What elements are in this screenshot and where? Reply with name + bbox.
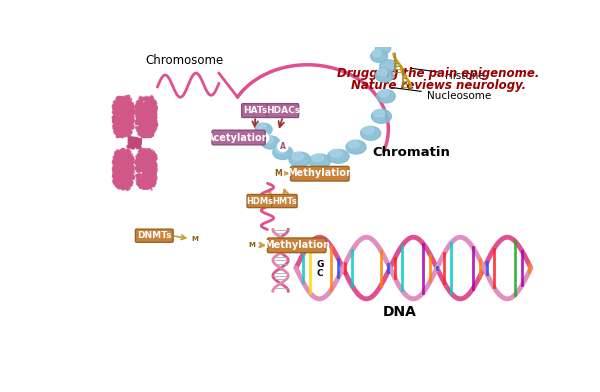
Text: DNMTs: DNMTs [137,231,172,240]
Text: Nature reviews neurology.: Nature reviews neurology. [351,79,526,92]
Circle shape [278,142,288,151]
Text: M: M [191,236,199,242]
Text: Acetylation: Acetylation [207,132,270,143]
Text: M: M [248,242,256,248]
Ellipse shape [311,154,323,162]
FancyBboxPatch shape [136,229,173,242]
Ellipse shape [348,140,359,148]
Ellipse shape [257,123,266,130]
Ellipse shape [372,50,382,56]
Text: HMTs: HMTs [272,196,297,205]
FancyBboxPatch shape [212,130,265,145]
Text: DNA: DNA [383,305,417,319]
Ellipse shape [275,146,286,153]
Ellipse shape [379,90,389,97]
Text: Chromosome: Chromosome [145,54,223,67]
Circle shape [259,133,269,143]
Text: Drugging the pain epigenome.: Drugging the pain epigenome. [337,67,539,80]
FancyBboxPatch shape [272,194,297,208]
Text: G: G [316,260,323,269]
Text: A: A [280,142,286,151]
Circle shape [273,168,283,178]
Ellipse shape [374,109,385,117]
Text: Histone: Histone [410,68,484,80]
Ellipse shape [377,90,395,103]
FancyBboxPatch shape [268,238,326,252]
Text: Methylation: Methylation [287,168,353,178]
Ellipse shape [255,123,272,136]
Ellipse shape [292,152,304,160]
Text: M: M [274,169,282,178]
Ellipse shape [309,154,331,168]
Ellipse shape [380,60,397,71]
Ellipse shape [289,152,311,167]
Ellipse shape [377,69,387,76]
Text: Chromatin: Chromatin [373,146,451,159]
Text: HDMs: HDMs [246,196,273,205]
Text: Nucleosome: Nucleosome [391,87,491,101]
Ellipse shape [263,136,274,143]
Ellipse shape [371,50,388,62]
FancyBboxPatch shape [290,166,349,181]
Ellipse shape [371,109,391,123]
Circle shape [247,240,257,250]
Text: HDACs: HDACs [266,106,300,115]
Text: HATs: HATs [243,106,267,115]
FancyBboxPatch shape [267,103,299,118]
Ellipse shape [273,145,293,160]
Ellipse shape [330,149,342,157]
Text: C: C [317,269,323,278]
Ellipse shape [361,126,380,140]
Text: Methylation: Methylation [264,240,330,250]
Ellipse shape [328,149,349,163]
Ellipse shape [375,69,394,82]
Ellipse shape [375,43,391,54]
Ellipse shape [346,140,366,154]
FancyBboxPatch shape [242,103,269,118]
Ellipse shape [261,136,280,149]
Circle shape [190,234,200,243]
Ellipse shape [363,126,374,134]
FancyBboxPatch shape [247,194,272,208]
Text: A: A [260,133,266,142]
